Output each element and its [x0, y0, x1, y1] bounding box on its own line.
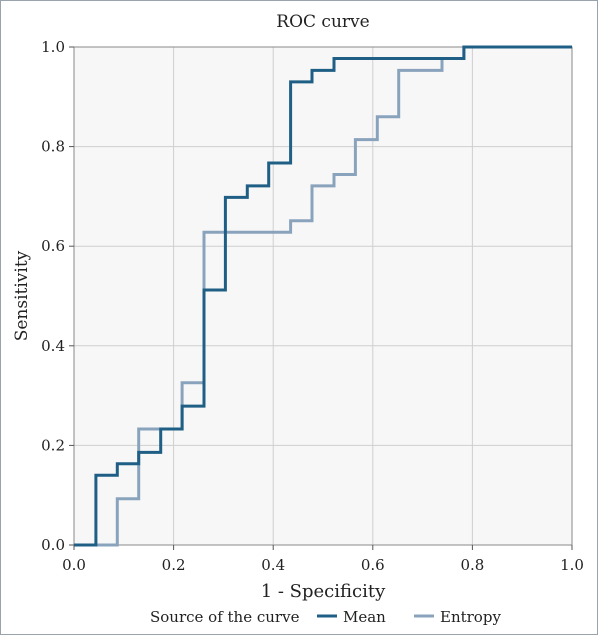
y-tick-label: 0.0 [41, 536, 65, 554]
axis-ticks: 0.0 0.2 0.4 0.6 0.8 1.0 0.0 0.2 0.4 0.6 0.8 1.0 [41, 38, 584, 574]
y-tick-label: 0.2 [41, 436, 65, 454]
x-tick-label: 0.8 [460, 556, 484, 574]
x-tick-label: 0.6 [361, 556, 385, 574]
x-tick-label: 1.0 [560, 556, 584, 574]
x-axis-label: 1 - Specificity [261, 581, 386, 602]
x-tick-label: 0.0 [62, 556, 86, 574]
y-tick-label: 0.6 [41, 237, 65, 255]
series-line-entropy [74, 45, 572, 547]
x-tick-label: 0.4 [261, 556, 285, 574]
y-tick-label: 1.0 [41, 38, 65, 56]
chart-title: ROC curve [276, 12, 369, 32]
plot-area [74, 47, 572, 545]
plot-border [73, 46, 573, 546]
x-tick-label: 0.2 [162, 556, 186, 574]
y-tick-label: 0.8 [41, 138, 65, 156]
grid-lines [74, 47, 572, 545]
series-layer [74, 45, 572, 547]
y-axis-label: Sensitivity [12, 250, 32, 341]
legend-title: Source of the curve [150, 608, 300, 626]
y-tick-label: 0.4 [41, 337, 65, 355]
legend: Source of the curve Mean Entropy [150, 608, 501, 626]
series-line-mean [74, 45, 572, 547]
legend-label-entropy: Entropy [440, 608, 501, 626]
legend-label-mean: Mean [343, 608, 386, 626]
